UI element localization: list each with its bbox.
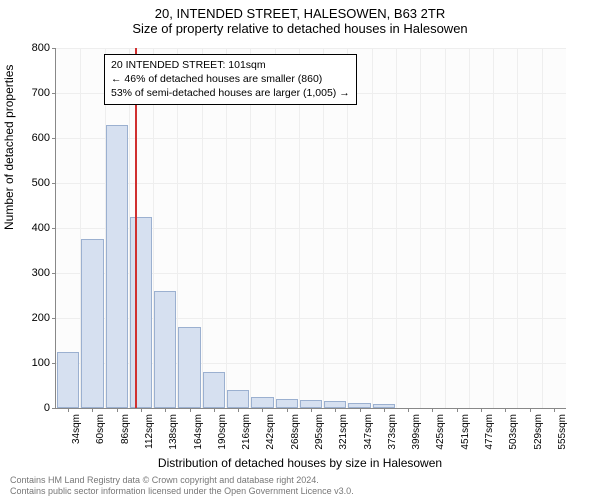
annotation-line: ← 46% of detached houses are smaller (86… bbox=[111, 72, 350, 86]
x-tick-label: 138sqm bbox=[168, 414, 179, 450]
y-tick-label: 800 bbox=[20, 42, 50, 54]
gridline-v bbox=[517, 48, 518, 408]
gridline-v bbox=[396, 48, 397, 408]
x-tick-label: 529sqm bbox=[533, 414, 544, 450]
x-tick-label: 86sqm bbox=[120, 414, 131, 444]
y-tick-label: 400 bbox=[20, 222, 50, 234]
x-tick-label: 555sqm bbox=[557, 414, 568, 450]
histogram-bar bbox=[57, 352, 79, 408]
x-tick-label: 399sqm bbox=[411, 414, 422, 450]
histogram-bar bbox=[227, 390, 249, 408]
x-tick-label: 216sqm bbox=[241, 414, 252, 450]
x-tick-label: 60sqm bbox=[95, 414, 106, 444]
x-tick-label: 112sqm bbox=[144, 414, 155, 449]
plot-area: 20 INTENDED STREET: 101sqm← 46% of detac… bbox=[55, 48, 566, 409]
y-axis-title: Number of detached properties bbox=[2, 65, 16, 230]
y-tick-label: 200 bbox=[20, 312, 50, 324]
y-tick-mark bbox=[52, 93, 56, 94]
footer-line-1: Contains HM Land Registry data © Crown c… bbox=[10, 475, 319, 485]
y-tick-label: 600 bbox=[20, 132, 50, 144]
x-tick-label: 190sqm bbox=[217, 414, 228, 450]
y-axis-labels: 0100200300400500600700800 bbox=[22, 48, 52, 408]
x-tick-label: 425sqm bbox=[435, 414, 446, 450]
annotation-line: 53% of semi-detached houses are larger (… bbox=[111, 86, 350, 100]
gridline-h bbox=[56, 48, 566, 49]
x-tick-label: 164sqm bbox=[193, 414, 204, 450]
y-tick-label: 500 bbox=[20, 177, 50, 189]
x-tick-label: 503sqm bbox=[508, 414, 519, 450]
x-tick-label: 242sqm bbox=[265, 414, 276, 450]
histogram-bar bbox=[251, 397, 273, 408]
y-tick-mark bbox=[52, 273, 56, 274]
y-tick-mark bbox=[52, 228, 56, 229]
histogram-bar bbox=[130, 217, 152, 408]
x-tick-label: 321sqm bbox=[338, 414, 349, 450]
histogram-bar bbox=[324, 401, 346, 408]
y-tick-mark bbox=[52, 318, 56, 319]
y-tick-mark bbox=[52, 48, 56, 49]
x-axis-labels: 34sqm 60sqm 86sqm 112sqm 138sqm 164sqm 190sqm 2… bbox=[55, 410, 565, 460]
annotation-line: 20 INTENDED STREET: 101sqm bbox=[111, 58, 350, 72]
chart-container: 20, INTENDED STREET, HALESOWEN, B63 2TR … bbox=[0, 0, 600, 500]
gridline-v bbox=[445, 48, 446, 408]
histogram-bar bbox=[348, 403, 370, 408]
x-tick-label: 268sqm bbox=[290, 414, 301, 450]
footer-line-2: Contains public sector information licen… bbox=[10, 486, 354, 496]
y-tick-mark bbox=[52, 363, 56, 364]
histogram-bar bbox=[373, 404, 395, 409]
y-tick-mark bbox=[52, 183, 56, 184]
title-main: 20, INTENDED STREET, HALESOWEN, B63 2TR bbox=[0, 0, 600, 21]
histogram-bar bbox=[81, 239, 103, 408]
y-tick-label: 100 bbox=[20, 357, 50, 369]
x-tick-label: 373sqm bbox=[387, 414, 398, 450]
gridline-v bbox=[542, 48, 543, 408]
histogram-bar bbox=[300, 400, 322, 408]
annotation-box: 20 INTENDED STREET: 101sqm← 46% of detac… bbox=[104, 54, 357, 105]
y-tick-label: 0 bbox=[20, 402, 50, 414]
y-tick-label: 700 bbox=[20, 87, 50, 99]
x-axis-title: Distribution of detached houses by size … bbox=[0, 456, 600, 470]
gridline-h bbox=[56, 138, 566, 139]
gridline-v bbox=[469, 48, 470, 408]
x-tick-label: 295sqm bbox=[314, 414, 325, 450]
y-tick-label: 300 bbox=[20, 267, 50, 279]
x-tick-label: 477sqm bbox=[484, 414, 495, 450]
gridline-v bbox=[420, 48, 421, 408]
histogram-bar bbox=[106, 125, 128, 409]
histogram-bar bbox=[203, 372, 225, 408]
x-tick-label: 347sqm bbox=[363, 414, 374, 450]
gridline-v bbox=[493, 48, 494, 408]
histogram-bar bbox=[276, 399, 298, 408]
histogram-bar bbox=[178, 327, 200, 408]
gridline-h bbox=[56, 183, 566, 184]
x-tick-label: 451sqm bbox=[460, 414, 471, 450]
y-tick-mark bbox=[52, 138, 56, 139]
x-tick-label: 34sqm bbox=[71, 414, 82, 444]
gridline-v bbox=[372, 48, 373, 408]
histogram-bar bbox=[154, 291, 176, 408]
title-sub: Size of property relative to detached ho… bbox=[0, 21, 600, 40]
y-tick-mark bbox=[52, 408, 56, 409]
